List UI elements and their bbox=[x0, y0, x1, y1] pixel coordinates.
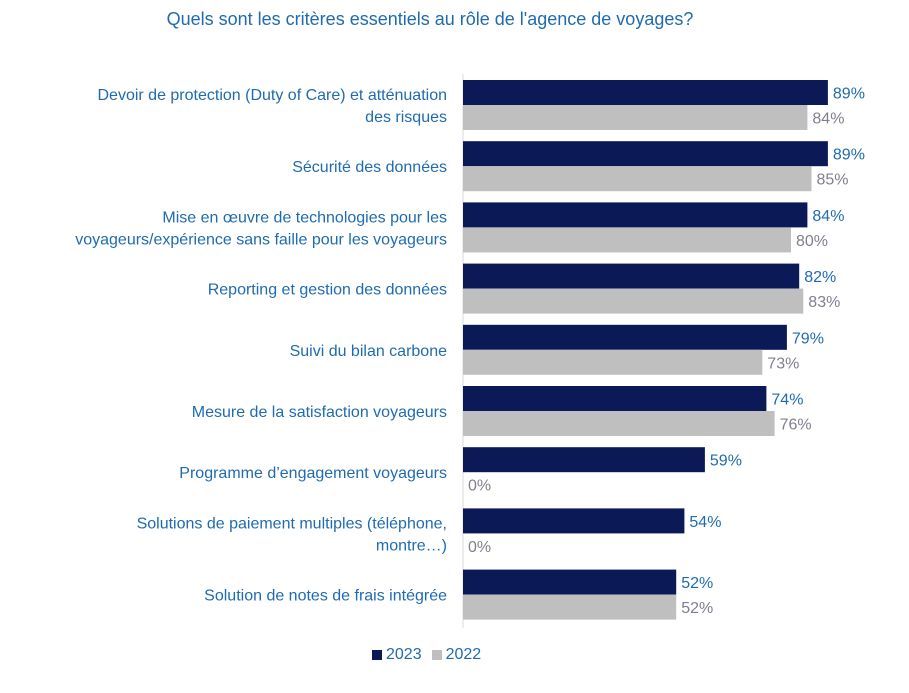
data-label-2022: 0% bbox=[468, 539, 491, 556]
data-label-2023: 74% bbox=[771, 392, 803, 409]
bar-2022 bbox=[463, 349, 763, 375]
bar-2022 bbox=[463, 105, 808, 130]
data-label-2022: 73% bbox=[767, 355, 799, 372]
chart-title: Quels sont les critères essentiels au rô… bbox=[166, 9, 694, 29]
bar-2022 bbox=[463, 288, 804, 314]
bar-2022 bbox=[463, 166, 812, 192]
data-label-2023: 89% bbox=[833, 86, 865, 103]
legend-swatch-2023 bbox=[372, 650, 382, 660]
data-label-2022: 80% bbox=[796, 233, 828, 250]
data-label-2022: 52% bbox=[681, 600, 713, 617]
legend-item-2023: 2023 bbox=[372, 646, 422, 664]
data-label-2023: 84% bbox=[812, 208, 844, 225]
bar-2023 bbox=[463, 202, 808, 228]
data-label-2022: 0% bbox=[468, 478, 491, 495]
data-label-2023: 79% bbox=[792, 330, 824, 347]
legend-item-2022: 2022 bbox=[431, 646, 482, 664]
bar-2022 bbox=[463, 594, 677, 620]
legend-label-2023: 2023 bbox=[386, 646, 422, 663]
category-label: Devoir de protection (Duty of Care) et a… bbox=[97, 87, 447, 126]
bar-2023 bbox=[463, 569, 677, 595]
category-label: Mesure de la satisfaction voyageurs bbox=[192, 404, 447, 421]
data-label-2023: 54% bbox=[689, 514, 721, 531]
chart-legend: 2023 2022 bbox=[372, 646, 491, 664]
bar-2023 bbox=[463, 508, 685, 534]
bar-2023 bbox=[463, 141, 828, 167]
legend-label-2022: 2022 bbox=[445, 646, 482, 663]
data-label-2023: 52% bbox=[681, 575, 713, 592]
category-label: Solutions de paiement multiples (télépho… bbox=[137, 515, 447, 554]
category-label: Mise en œuvre de technologies pour les vo… bbox=[75, 209, 447, 248]
data-label-2023: 82% bbox=[804, 269, 836, 286]
bar-2023 bbox=[463, 447, 705, 473]
bar-2022 bbox=[463, 411, 775, 436]
legend-swatch-2022 bbox=[431, 650, 442, 660]
data-label-2022: 76% bbox=[780, 417, 812, 434]
bar-2022 bbox=[463, 227, 791, 253]
category-label: Programme d’engagement voyageurs bbox=[179, 465, 447, 482]
category-label: Sécurité des données bbox=[292, 159, 447, 176]
data-label-2022: 85% bbox=[817, 172, 849, 189]
bar-2023 bbox=[463, 80, 828, 105]
data-label-2023: 89% bbox=[833, 147, 865, 164]
data-label-2022: 84% bbox=[812, 111, 844, 128]
bar-2023 bbox=[463, 386, 767, 411]
category-label: Solution de notes de frais intégrée bbox=[204, 588, 447, 605]
category-label: Suivi du bilan carbone bbox=[290, 343, 448, 360]
data-label-2022: 83% bbox=[808, 294, 840, 311]
bar-2023 bbox=[463, 263, 800, 289]
category-label: Reporting et gestion des données bbox=[208, 282, 447, 299]
data-label-2023: 59% bbox=[710, 453, 742, 470]
bar-2023 bbox=[463, 324, 787, 350]
